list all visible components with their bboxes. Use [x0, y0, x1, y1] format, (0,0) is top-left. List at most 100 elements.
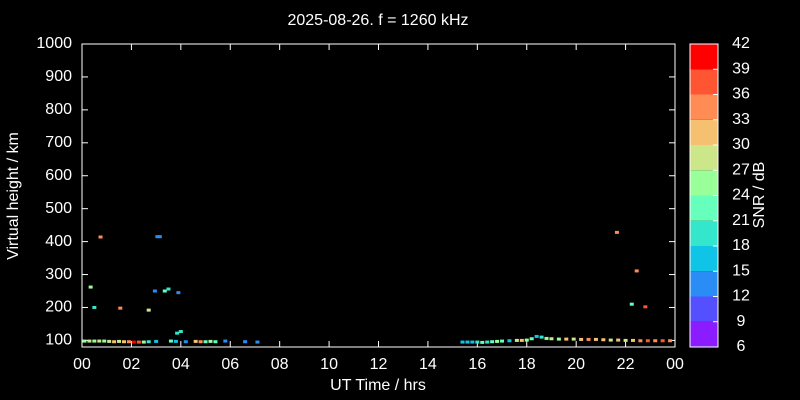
point: [208, 339, 213, 343]
point: [668, 339, 673, 343]
point: [630, 338, 635, 342]
point: [645, 339, 650, 343]
point: [616, 338, 621, 342]
colorbar-band: [690, 246, 718, 272]
point: [175, 331, 180, 335]
point: [571, 337, 576, 341]
point: [131, 340, 136, 344]
x-tick-label: 00: [73, 356, 91, 373]
colorbar-band: [690, 145, 718, 171]
y-tick-label: 700: [45, 134, 72, 151]
colorbar-tick-label: 36: [732, 86, 750, 103]
colorbar-tick-label: 21: [732, 212, 750, 229]
colorbar-band: [690, 119, 718, 145]
point: [118, 306, 123, 310]
colorbar-band: [690, 94, 718, 120]
point: [549, 337, 554, 341]
point: [634, 269, 639, 273]
point: [629, 302, 634, 306]
x-tick-label: 08: [271, 356, 289, 373]
point: [173, 339, 178, 343]
point: [178, 330, 183, 334]
point: [87, 339, 92, 343]
point: [255, 340, 260, 344]
point: [152, 289, 157, 293]
y-axis-label: Virtual height / km: [5, 132, 22, 260]
colorbar-tick-label: 42: [732, 35, 750, 52]
x-tick-label: 20: [567, 356, 585, 373]
point: [223, 339, 228, 343]
colorbar-band: [690, 271, 718, 297]
point: [126, 340, 131, 344]
x-tick-label: 00: [666, 356, 684, 373]
point: [529, 337, 534, 341]
point: [500, 339, 505, 343]
colorbar-tick-label: 33: [732, 111, 750, 128]
x-tick-label: 16: [468, 356, 486, 373]
point: [146, 308, 151, 312]
point: [638, 339, 643, 343]
point: [465, 340, 470, 344]
x-tick-label: 14: [419, 356, 437, 373]
x-tick-label: 12: [370, 356, 388, 373]
colorbar-tick-label: 15: [732, 262, 750, 279]
point: [608, 338, 613, 342]
point: [470, 340, 475, 344]
colorbar-tick-label: 18: [732, 237, 750, 254]
point: [556, 337, 561, 341]
colorbar-tick-label: 6: [737, 338, 746, 355]
point: [524, 338, 529, 342]
point: [490, 340, 495, 344]
point: [141, 340, 146, 344]
point: [485, 340, 490, 344]
point: [117, 339, 122, 343]
y-tick-label: 200: [45, 299, 72, 316]
point: [162, 289, 167, 293]
point: [166, 287, 171, 291]
colorbar-band: [690, 44, 718, 70]
colorbar-band: [690, 170, 718, 196]
point: [243, 340, 248, 344]
point: [213, 340, 218, 344]
colorbar-tick-label: 27: [732, 161, 750, 178]
point: [495, 339, 500, 343]
x-tick-label: 04: [172, 356, 190, 373]
point: [614, 230, 619, 234]
point: [154, 339, 159, 343]
colorbar-tick-label: 30: [732, 136, 750, 153]
x-axis-label: UT Time / hrs: [330, 377, 426, 394]
colorbar-tick-label: 24: [732, 187, 750, 204]
point: [92, 339, 97, 343]
point: [183, 340, 188, 344]
point: [168, 339, 173, 343]
point: [193, 339, 198, 343]
point: [97, 339, 102, 343]
point: [653, 339, 658, 343]
point: [198, 340, 203, 344]
point: [88, 285, 93, 289]
point: [122, 340, 127, 344]
point: [107, 339, 112, 343]
x-tick-label: 22: [617, 356, 635, 373]
chart-title: 2025-08-26. f = 1260 kHz: [287, 12, 468, 29]
colorbar-band: [690, 69, 718, 95]
point: [155, 235, 160, 239]
colorbar-tick-label: 12: [732, 288, 750, 305]
point: [586, 337, 591, 341]
y-tick-label: 900: [45, 68, 72, 85]
y-tick-label: 500: [45, 200, 72, 217]
x-tick-label: 10: [320, 356, 338, 373]
point: [593, 337, 598, 341]
x-tick-label: 18: [518, 356, 536, 373]
colorbar-label: SNR / dB: [751, 162, 768, 229]
point: [564, 337, 569, 341]
y-tick-label: 1000: [36, 35, 72, 52]
colorbar-band: [690, 296, 718, 322]
point: [92, 305, 97, 309]
point: [98, 235, 103, 239]
y-tick-label: 600: [45, 167, 72, 184]
point: [643, 305, 648, 309]
